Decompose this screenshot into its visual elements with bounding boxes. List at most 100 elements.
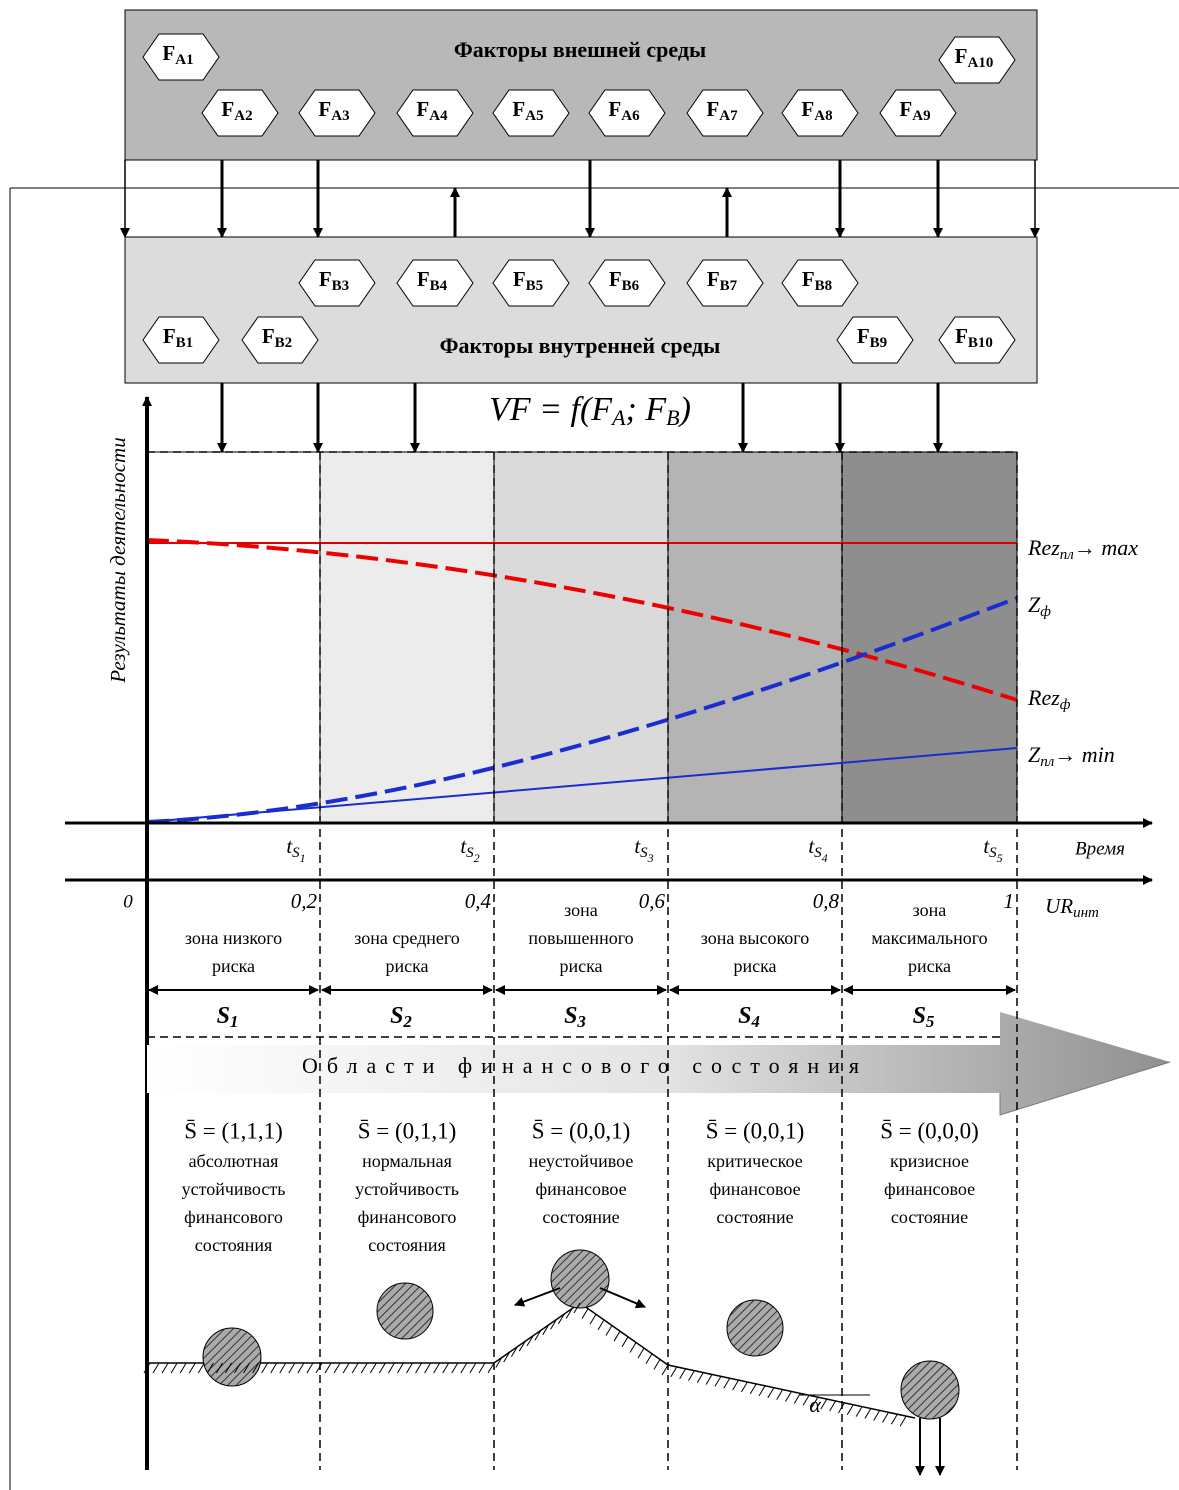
hatch: [741, 1382, 747, 1392]
state-desc: финансовое: [884, 1179, 975, 1199]
hatch: [407, 1363, 413, 1373]
text-part: F: [221, 97, 234, 121]
text-part: 4: [822, 851, 828, 865]
text-part: F: [955, 324, 968, 348]
zone-name: зона: [564, 900, 598, 920]
state-desc: финансовое: [709, 1179, 800, 1199]
state-vector: S̄ = (0,1,1): [358, 1118, 457, 1143]
hatch: [630, 1342, 636, 1352]
ur-tick: 0,4: [465, 889, 492, 913]
hatch: [768, 1388, 774, 1398]
text-part: 3: [576, 1012, 586, 1031]
text-part: A5: [525, 108, 543, 124]
hatch: [750, 1384, 756, 1394]
text-part: S: [738, 1003, 751, 1029]
text-part: B10: [968, 335, 993, 351]
zone-name: повышенного: [528, 928, 633, 948]
state-symbol: S3: [564, 1003, 586, 1031]
text-part: ): [678, 391, 691, 428]
text-part: 2: [402, 1012, 412, 1031]
curve-label: Zф: [1028, 592, 1051, 620]
text-part: A: [610, 405, 626, 430]
state-desc: состояние: [542, 1207, 619, 1227]
hatch: [777, 1390, 783, 1400]
state-symbol: S2: [390, 1003, 412, 1031]
ur-tick: 1: [1004, 889, 1015, 913]
hatch: [662, 1365, 668, 1375]
hatch: [434, 1363, 440, 1373]
state-vector: S̄ = (0,0,1): [532, 1118, 631, 1143]
hatch: [724, 1378, 730, 1388]
state-desc: состояния: [368, 1235, 446, 1255]
zone-name: риска: [733, 956, 776, 976]
text-part: B9: [870, 335, 888, 351]
state-desc: состояние: [891, 1207, 968, 1227]
state-desc: финансового: [358, 1207, 457, 1227]
text-part: Rez: [1027, 535, 1060, 560]
hatch: [622, 1337, 628, 1347]
hatch: [488, 1363, 494, 1373]
text-part: A3: [331, 108, 349, 124]
text-part: F: [162, 41, 175, 65]
state-desc: кризисное: [890, 1151, 969, 1171]
hatch: [638, 1348, 644, 1358]
text-part: VF = f(F: [489, 391, 613, 428]
text-part: F: [512, 97, 525, 121]
ur-tick: 0,6: [639, 889, 666, 913]
text-part: B2: [275, 335, 293, 351]
text-part: → min: [1054, 742, 1115, 767]
hatch: [343, 1363, 349, 1373]
text-part: F: [899, 97, 912, 121]
zone-name: зона высокого: [701, 928, 809, 948]
time-tick: tS1: [286, 834, 305, 865]
text-part: B6: [622, 278, 640, 294]
hatch: [883, 1412, 889, 1422]
hatch: [316, 1363, 322, 1373]
ur-tick: 0,2: [291, 889, 318, 913]
text-part: A1: [175, 52, 193, 68]
text-part: B3: [332, 278, 350, 294]
hatch: [443, 1363, 449, 1373]
state-desc: состояние: [716, 1207, 793, 1227]
zone-name: зона: [913, 900, 947, 920]
hatch: [334, 1363, 340, 1373]
text-part: F: [163, 324, 176, 348]
hatch: [614, 1331, 620, 1341]
text-part: F: [707, 267, 720, 291]
banner: Области финансового состояния: [302, 1053, 868, 1078]
hatch: [171, 1363, 177, 1373]
hatch: [671, 1367, 677, 1377]
text-part: 4: [750, 1012, 760, 1031]
hatch: [388, 1363, 394, 1373]
hatch: [271, 1363, 277, 1373]
hatch: [162, 1363, 168, 1373]
hatch: [397, 1363, 403, 1373]
hatch: [590, 1314, 596, 1324]
state-vector: S̄ = (0,0,1): [706, 1118, 805, 1143]
text-part: ; F: [626, 391, 668, 428]
state-vector: S̄ = (1,1,1): [184, 1118, 283, 1143]
text-part: 5: [997, 851, 1003, 865]
hatch: [830, 1401, 836, 1411]
text-part: A7: [719, 108, 738, 124]
time-tick: tS2: [460, 834, 479, 865]
text-part: Rez: [1027, 685, 1060, 710]
state-desc: критическое: [707, 1151, 802, 1171]
hatch: [646, 1354, 652, 1364]
state-desc: финансового: [184, 1207, 283, 1227]
state-symbol: S4: [738, 1003, 760, 1031]
hatch: [715, 1376, 721, 1386]
text-part: F: [955, 44, 968, 68]
hatch: [416, 1363, 422, 1373]
angle: α: [809, 1392, 821, 1417]
state-desc: устойчивость: [182, 1179, 286, 1199]
hatch: [821, 1399, 827, 1409]
state-desc: устойчивость: [355, 1179, 459, 1199]
text-part: 2: [474, 851, 480, 865]
text-part: 5: [926, 1012, 935, 1031]
text-part: B8: [815, 278, 833, 294]
hatch: [654, 1359, 660, 1369]
text-part: S: [913, 1003, 926, 1029]
text-part: B7: [720, 278, 738, 294]
hatch: [606, 1326, 612, 1336]
